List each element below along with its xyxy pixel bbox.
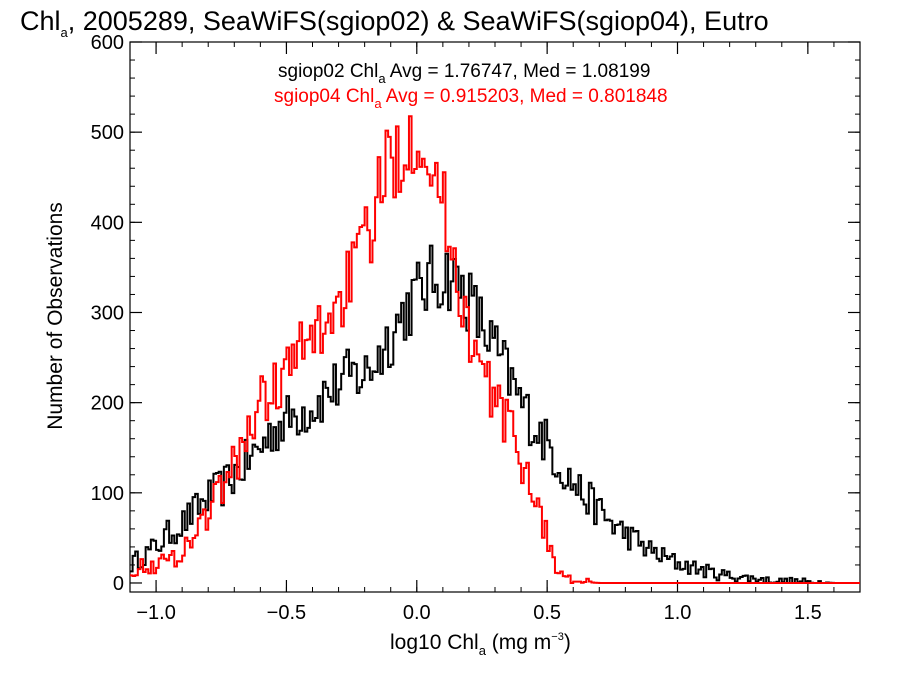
y-tick-label: 100 (91, 483, 124, 505)
x-tick-label: 1.5 (794, 602, 822, 624)
legend-sgiop02-rest: Avg = 1.76747, Med = 1.08199 (386, 61, 651, 82)
x-tick-label: 0.0 (403, 602, 431, 624)
title-rest: , 2005289, SeaWiFS(sgiop02) & SeaWiFS(sg… (68, 6, 769, 36)
y-tick-label: 500 (91, 122, 124, 144)
legend-sgiop04-sub: a (374, 96, 382, 111)
legend-sgiop04-rest: Avg = 0.915203, Med = 0.801848 (382, 86, 668, 107)
legend: sgiop02 Chla Avg = 1.76747, Med = 1.0819… (274, 61, 668, 111)
legend-entry-sgiop04: sgiop04 Chla Avg = 0.915203, Med = 0.801… (274, 86, 668, 111)
y-tick-label: 0 (113, 573, 124, 595)
series-line-sgiop02 (130, 244, 860, 584)
xlabel-sup: −3 (551, 631, 564, 643)
xlabel-suffix: ) (564, 631, 571, 654)
y-tick-label: 600 (91, 32, 124, 54)
legend-sgiop02-prefix: sgiop02 Chl (278, 61, 378, 82)
x-axis-label-group: log10 Chla (mg m−3) (390, 631, 571, 658)
title-text: Chla, 2005289, SeaWiFS(sgiop02) & SeaWiF… (20, 6, 769, 40)
series-line-sgiop04 (130, 115, 860, 584)
x-axis-label: log10 Chla (mg m−3) (390, 631, 571, 658)
x-tick-label: 1.0 (664, 602, 692, 624)
plot-area-border (129, 41, 861, 593)
x-tick-label: 0.5 (533, 602, 561, 624)
plot-frame (129, 41, 861, 593)
y-tick-label: 300 (91, 302, 124, 324)
y-tick-label: 200 (91, 393, 124, 415)
y-tick-label: 400 (91, 212, 124, 234)
xlabel-mid: (mg m (486, 631, 551, 654)
series-layer (130, 115, 860, 584)
xlabel-sub: a (479, 643, 487, 658)
title-chl: Chl (20, 6, 61, 36)
title-sub-a: a (61, 25, 69, 40)
legend-entry-sgiop02: sgiop02 Chla Avg = 1.76747, Med = 1.0819… (278, 61, 650, 86)
x-axis-ticks: −1.0 −0.5 0.0 0.5 1.0 1.5 (129, 42, 861, 624)
legend-sgiop02-sub: a (378, 71, 386, 86)
y-axis-ticks: 0 100 200 300 400 500 600 (91, 32, 860, 595)
y-axis-label: Number of Observations (44, 202, 67, 430)
x-tick-label: −1.0 (136, 602, 175, 624)
legend-sgiop04-prefix: sgiop04 Chl (274, 86, 374, 107)
xlabel-prefix: log10 Chl (390, 631, 479, 654)
x-tick-label: −0.5 (267, 602, 306, 624)
chart-title: Chla, 2005289, SeaWiFS(sgiop02) & SeaWiF… (20, 6, 769, 40)
